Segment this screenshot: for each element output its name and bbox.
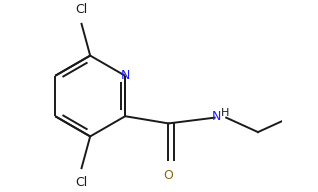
Text: N: N <box>211 110 221 123</box>
Text: Cl: Cl <box>75 3 88 16</box>
Text: N: N <box>121 69 130 82</box>
Text: O: O <box>163 169 173 182</box>
Text: N: N <box>317 118 318 131</box>
Text: Cl: Cl <box>75 176 88 189</box>
Text: H: H <box>221 108 230 118</box>
